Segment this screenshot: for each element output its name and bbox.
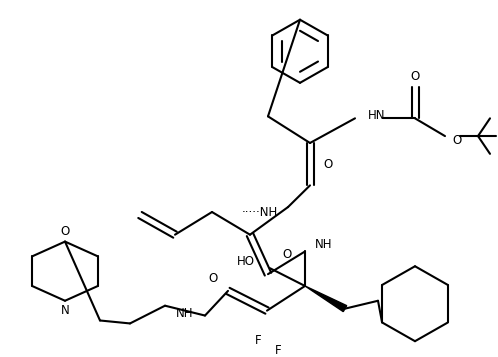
Text: N: N: [61, 304, 69, 317]
Text: HN: HN: [368, 109, 385, 122]
Text: F: F: [275, 343, 281, 357]
Text: O: O: [323, 158, 332, 171]
Text: O: O: [60, 225, 70, 238]
Text: ·····NH: ·····NH: [242, 206, 278, 218]
Text: NH: NH: [315, 238, 333, 251]
Text: O: O: [209, 272, 218, 285]
Text: O: O: [410, 70, 420, 84]
Text: HO: HO: [237, 255, 255, 268]
Text: O: O: [282, 248, 291, 261]
Text: O: O: [452, 134, 461, 146]
Polygon shape: [305, 286, 347, 312]
Text: F: F: [254, 334, 261, 347]
Text: NH: NH: [175, 307, 193, 320]
